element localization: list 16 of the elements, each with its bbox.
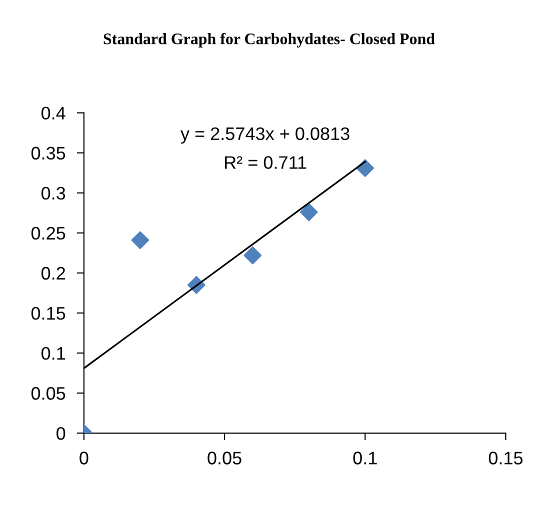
x-tick-label: 0: [80, 452, 88, 464]
y-tick-label: 0.2: [41, 266, 65, 280]
y-tick-label: 0.3: [41, 186, 66, 200]
x-tick-label: 0.15: [488, 452, 523, 464]
y-tick-label: 0.05: [31, 387, 66, 400]
y-tick-label: 0.15: [31, 306, 66, 320]
annotation: R² = 0.711: [225, 156, 306, 169]
chart-title: Standard Graph for Carbohydates- Closed Pond: [104, 32, 435, 48]
x-tick-label: 0.1: [353, 452, 377, 464]
y-tick-label: 0: [56, 427, 66, 440]
y-tick-label: 0.35: [31, 146, 66, 160]
x-tick-label: 0.05: [208, 452, 242, 464]
y-tick-label: 0.25: [31, 226, 66, 240]
annotation: y = 2.5743x + 0.0813: [180, 127, 350, 144]
y-tick-label: 0.4: [41, 106, 66, 120]
y-tick-label: 0.1: [41, 346, 65, 360]
